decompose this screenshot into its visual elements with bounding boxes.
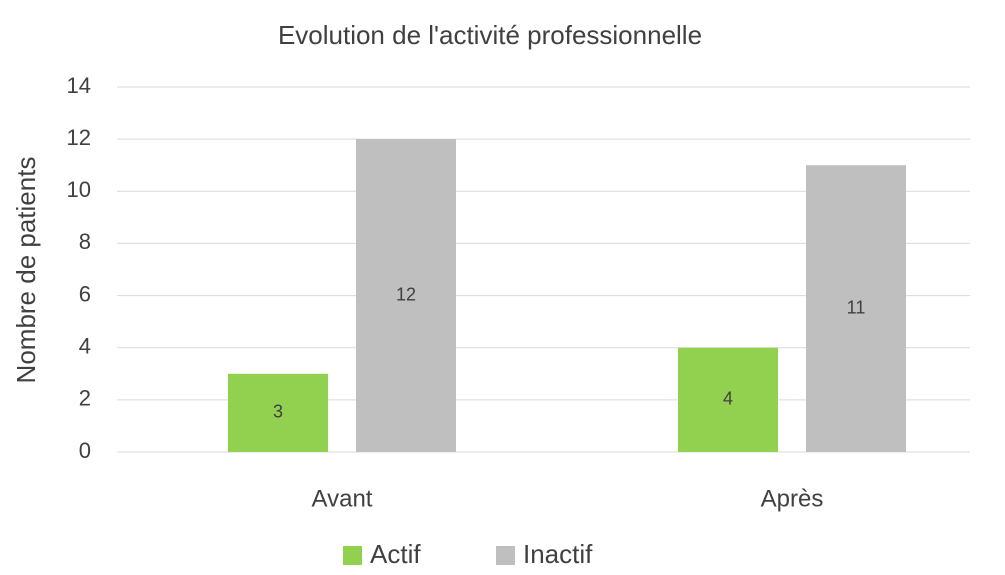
y-tick-label: 6 — [79, 281, 91, 306]
data-label: 11 — [847, 297, 866, 317]
x-tick-label: Après — [761, 485, 824, 512]
y-tick-label: 12 — [67, 125, 91, 150]
legend-label: Actif — [370, 539, 421, 569]
data-label: 4 — [723, 389, 733, 409]
y-tick-label: 2 — [79, 386, 91, 411]
bar — [228, 373, 328, 452]
y-tick-label: 8 — [79, 229, 91, 254]
chart-title: Evolution de l'activité professionnelle — [278, 20, 702, 50]
bar — [678, 347, 778, 452]
data-label: 12 — [396, 284, 416, 304]
y-tick-label: 4 — [79, 334, 91, 359]
bar — [356, 139, 456, 452]
legend-label: Inactif — [523, 539, 593, 569]
y-tick-label: 14 — [67, 73, 91, 98]
legend-swatch — [496, 546, 515, 565]
x-tick-label: Avant — [312, 485, 373, 512]
legend-swatch — [343, 546, 362, 565]
y-tick-label: 10 — [67, 177, 91, 202]
y-axis-label: Nombre de patients — [11, 157, 41, 384]
data-label: 3 — [273, 402, 283, 422]
y-tick-label: 0 — [79, 438, 91, 463]
bar — [806, 165, 906, 452]
